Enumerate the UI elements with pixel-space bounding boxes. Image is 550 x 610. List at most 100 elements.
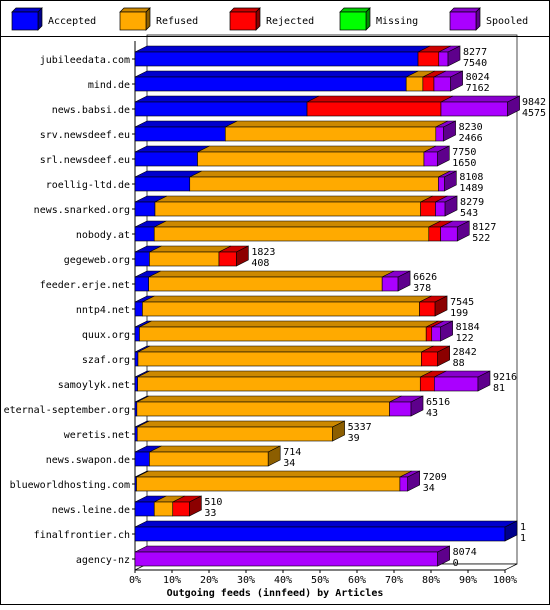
category-label: news.swapon.de <box>46 455 130 466</box>
category-label: news.snarked.org <box>34 205 130 216</box>
bar-accepted-label: 543 <box>460 208 478 219</box>
bar-segment-rejected <box>425 326 433 342</box>
bar-segment-spooled <box>381 276 399 292</box>
bar-segment-refused <box>136 426 333 442</box>
legend-swatch <box>339 11 367 31</box>
category-label: samoylyk.net <box>58 380 130 391</box>
bar-segment-top <box>134 520 518 528</box>
category-label: srv.newsdeef.eu <box>40 130 130 141</box>
bar-segment-top <box>139 320 439 328</box>
bar-total-label: 714 <box>283 447 301 458</box>
bar-segment-side <box>477 370 491 392</box>
bar-segment-accepted <box>134 101 308 117</box>
bar-segment-top <box>225 120 448 128</box>
category-label: finalfrontier.ch <box>34 530 130 541</box>
bar-accepted-label: 34 <box>423 483 435 494</box>
category-label: szaf.org <box>82 355 130 366</box>
bar-segment-spooled <box>440 226 458 242</box>
bar-segment-accepted <box>134 376 138 392</box>
bar-segment-side <box>504 520 518 542</box>
legend-label: Spooled <box>486 16 528 27</box>
x-tick-label: 20% <box>200 575 218 586</box>
bar-segment-refused <box>142 301 420 317</box>
bar-accepted-label: 2466 <box>459 133 483 144</box>
bar-segment-side <box>447 45 461 67</box>
bar-segment-accepted <box>134 151 198 167</box>
bar-segment-accepted <box>134 451 150 467</box>
bar-segment-spooled <box>435 201 446 217</box>
bar-segment-refused <box>149 451 269 467</box>
legend: Accepted Refused Rejected Missing Spooled <box>11 7 528 31</box>
bar-segment-refused <box>197 151 425 167</box>
legend-label: Accepted <box>48 16 96 27</box>
bar-segment-accepted <box>134 251 150 267</box>
legend-swatch-side <box>145 7 151 31</box>
x-tick-label: 10% <box>163 575 181 586</box>
bar-accepted-label: 4575 <box>522 108 546 119</box>
bar-segment-accepted <box>134 326 140 342</box>
bar-segment-refused <box>149 251 220 267</box>
bar-segment-top <box>137 345 434 353</box>
bar-segment-top <box>306 95 454 103</box>
bar-total-label: 7545 <box>450 297 474 308</box>
bar-segment-spooled <box>438 176 445 192</box>
bar-total-label: 8024 <box>466 72 490 83</box>
bar-segment-top <box>134 145 210 153</box>
bar-segment-rejected <box>417 51 440 67</box>
bar-total-label: 9842 <box>522 97 546 108</box>
legend-swatch-side <box>475 7 481 31</box>
x-tick-label: 0% <box>129 575 141 586</box>
bar-segment-side <box>456 220 470 242</box>
bar-segment-side <box>440 320 453 342</box>
legend-swatch-top <box>119 7 151 13</box>
bar-segment-top <box>134 70 419 78</box>
bar-total-label: 7750 <box>452 147 476 158</box>
bar-accepted-label: 34 <box>283 458 295 469</box>
bar-segment-top <box>149 245 232 253</box>
bar-segment-side <box>444 170 457 192</box>
bar-total-label: 510 <box>204 497 222 508</box>
legend-swatch-side <box>255 7 261 31</box>
bar-accepted-label: 522 <box>472 233 490 244</box>
legend-swatch-side <box>37 7 43 31</box>
bar-accepted-label: 0 <box>453 558 459 569</box>
x-tick-label: 70% <box>385 575 403 586</box>
bar-segment-spooled <box>134 551 438 567</box>
bar-total-label: 8277 <box>463 47 487 58</box>
bar-segment-rejected <box>419 301 436 317</box>
bar-total-label: 1823 <box>251 247 275 258</box>
bar-segment-rejected <box>172 501 190 517</box>
bar-total-label: 8279 <box>460 197 484 208</box>
bar-segment-top <box>148 270 395 278</box>
bar-accepted-label: 199 <box>450 308 468 319</box>
bar-segment-top <box>134 45 431 53</box>
legend-swatch-top <box>229 7 261 13</box>
bar-segment-accepted <box>134 51 419 67</box>
bar-segment-spooled <box>435 126 444 142</box>
legend-label: Refused <box>156 16 198 27</box>
bar-segment-refused <box>136 401 390 417</box>
bar-segment-top <box>142 295 432 303</box>
bar-accepted-label: 1489 <box>459 183 483 194</box>
category-label: weretis.net <box>64 430 130 441</box>
bar-segment-accepted <box>134 126 226 142</box>
bar-segment-top <box>137 420 345 428</box>
legend-label: Missing <box>376 16 418 27</box>
bar-segment-side <box>507 95 520 117</box>
bar-segment-top <box>154 195 433 203</box>
legend-swatch-top <box>11 7 43 13</box>
bar-segment-accepted <box>134 76 407 92</box>
bar-accepted-label: 7540 <box>463 58 487 69</box>
bar-segment-accepted <box>134 201 156 217</box>
bar-total-label: 1 <box>520 522 526 533</box>
bar-segment-spooled <box>440 101 508 117</box>
bar-accepted-label: 7162 <box>466 83 490 94</box>
bar-segment-spooled <box>389 401 412 417</box>
bar-segment-refused <box>137 376 421 392</box>
bar-accepted-label: 39 <box>348 433 360 444</box>
bar-segment-rejected <box>428 226 441 242</box>
bar-accepted-label: 33 <box>204 508 216 519</box>
x-tick-label: 60% <box>348 575 366 586</box>
bar-segment-side <box>437 545 450 567</box>
